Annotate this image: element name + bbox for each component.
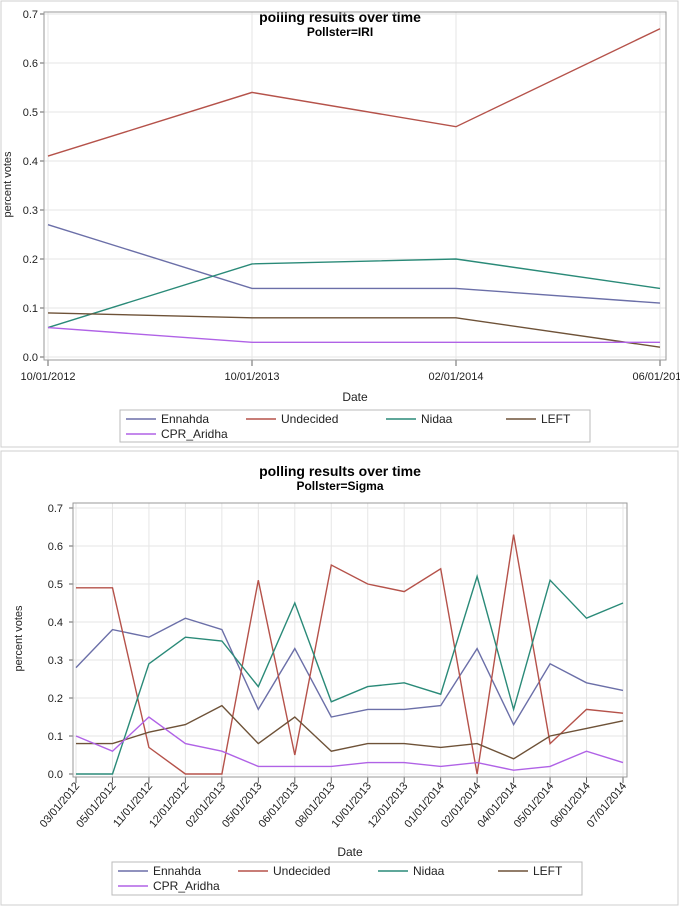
- plot-frame: [72, 502, 628, 778]
- x-axis-label: Date: [342, 390, 368, 404]
- legend-label: Ennahda: [153, 864, 201, 878]
- x-tick-label: 06/01/2014: [632, 371, 680, 383]
- y-tick-label: 0.2: [23, 254, 38, 266]
- legend: Ennahda Undecided Nidaa LEFT CPR_Aridha: [119, 409, 591, 443]
- legend-item-nidaa: Nidaa: [386, 412, 453, 426]
- legend-label: LEFT: [541, 412, 571, 426]
- y-tick-label: 0.5: [23, 107, 38, 119]
- y-tick-label: 0.6: [23, 58, 38, 70]
- legend-item-left: LEFT: [506, 412, 571, 426]
- series-line-left: [47, 312, 661, 348]
- legend-label: LEFT: [533, 864, 563, 878]
- y-tick-label: 0.7: [48, 503, 63, 515]
- y-axis-label: percent votes: [2, 151, 14, 218]
- series-line-ennahda: [75, 617, 624, 727]
- legend-item-ennahda: Ennahda: [118, 864, 201, 878]
- legend-item-nidaa: Nidaa: [378, 864, 445, 878]
- y-tick-label: 0.0: [23, 352, 38, 364]
- series-line-left: [76, 704, 624, 760]
- x-tick-label: 10/01/2013: [224, 371, 279, 383]
- y-tick-label: 0.4: [23, 156, 38, 168]
- series-line-nidaa: [47, 258, 661, 329]
- legend-label: Undecided: [281, 412, 338, 426]
- series-line-cpr_aridha: [47, 326, 660, 343]
- y-tick-label: 0.6: [48, 541, 63, 553]
- y-tick-label: 0.1: [48, 731, 63, 743]
- chart-subtitle: Pollster=Sigma: [296, 479, 383, 493]
- series-line-ennahda: [47, 224, 661, 304]
- legend-item-ennahda: Ennahda: [126, 412, 209, 426]
- legend-label: Undecided: [273, 864, 330, 878]
- x-tick-label: 02/01/2014: [428, 371, 483, 383]
- x-tick-label: 10/01/2012: [20, 371, 75, 383]
- legend-box: [119, 409, 591, 443]
- legend-item-undecided: Undecided: [238, 864, 330, 878]
- series-line-cpr_aridha: [75, 716, 624, 771]
- y-tick-label: 0.3: [23, 205, 38, 217]
- chart-title: polling results over time: [259, 463, 421, 479]
- y-axis-label: percent votes: [13, 605, 25, 672]
- legend-item-undecided: Undecided: [246, 412, 338, 426]
- legend-label: CPR_Aridha: [153, 879, 220, 893]
- panel-border: [0, 450, 679, 906]
- series-line-undecided: [47, 28, 661, 157]
- legend-box: [111, 861, 583, 896]
- legend-label: Nidaa: [413, 864, 445, 878]
- legend-label: Ennahda: [161, 412, 209, 426]
- series-line-undecided: [76, 534, 624, 775]
- legend-label: Nidaa: [421, 412, 453, 426]
- legend: Ennahda Undecided Nidaa LEFT CPR_Aridha: [111, 861, 583, 896]
- legend-label: CPR_Aridha: [161, 427, 228, 441]
- legend-item-cpr_aridha: CPR_Aridha: [118, 879, 220, 893]
- chart-title: polling results over time: [259, 9, 421, 25]
- chart-subtitle: Pollster=IRI: [307, 25, 373, 39]
- y-tick-label: 0.1: [23, 303, 38, 315]
- legend-item-cpr_aridha: CPR_Aridha: [126, 427, 228, 441]
- y-tick-label: 0.5: [48, 579, 63, 591]
- y-tick-label: 0.2: [48, 693, 63, 705]
- panel-border: [0, 0, 679, 448]
- y-tick-label: 0.3: [48, 655, 63, 667]
- y-tick-label: 0.7: [23, 9, 38, 21]
- plot-frame: [43, 11, 667, 361]
- y-tick-label: 0.4: [48, 617, 63, 629]
- x-axis-label: Date: [337, 845, 363, 859]
- y-tick-label: 0.0: [48, 769, 63, 781]
- legend-item-left: LEFT: [498, 864, 563, 878]
- series-line-nidaa: [76, 573, 624, 775]
